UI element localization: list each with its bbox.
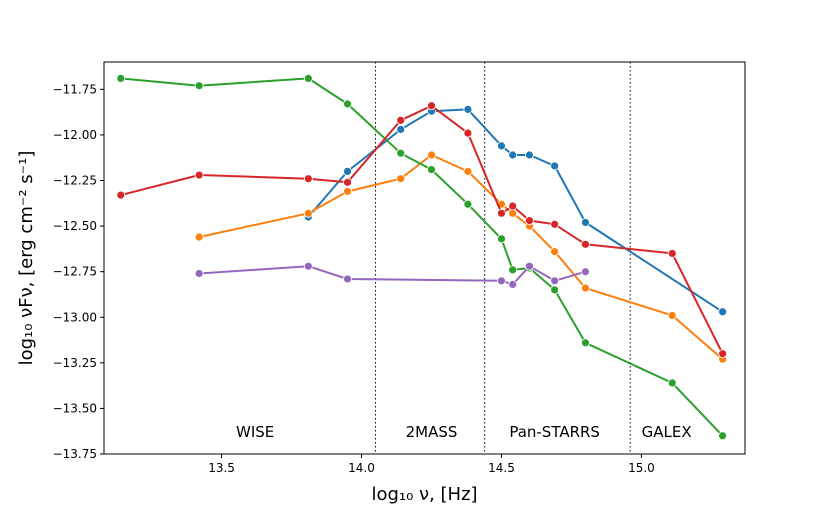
series-layer xyxy=(116,74,728,441)
data-point xyxy=(343,187,352,196)
data-point xyxy=(508,280,518,289)
data-point xyxy=(581,283,590,293)
data-point xyxy=(718,431,728,441)
series-line xyxy=(199,265,586,286)
data-point xyxy=(581,218,590,227)
x-tick-label: 13.5 xyxy=(208,461,235,475)
x-tick-label: 14.0 xyxy=(348,461,375,475)
data-point xyxy=(581,239,590,249)
data-point xyxy=(581,338,590,348)
data-point xyxy=(194,170,204,180)
data-point xyxy=(463,199,473,209)
y-tick-label: −12.25 xyxy=(53,174,97,188)
data-point xyxy=(497,276,506,286)
data-point xyxy=(581,267,590,277)
y-tick-label: −13.00 xyxy=(53,310,97,324)
band-labels: WISE 2MASS Pan-STARRS GALEX xyxy=(236,423,692,441)
data-point xyxy=(525,261,534,271)
y-tick-label: −13.75 xyxy=(53,447,97,461)
data-point xyxy=(550,161,560,171)
data-point xyxy=(550,285,560,295)
data-point xyxy=(396,148,406,158)
data-point xyxy=(343,166,352,176)
data-point xyxy=(508,150,518,160)
y-tick-label: −12.75 xyxy=(53,265,97,279)
data-point xyxy=(667,249,677,258)
data-point xyxy=(667,311,677,320)
data-point xyxy=(463,105,473,114)
series-3 xyxy=(116,101,728,359)
data-point xyxy=(194,269,204,278)
data-point xyxy=(550,219,560,229)
y-tick-label: −12.50 xyxy=(53,219,97,233)
series-4 xyxy=(194,261,590,289)
y-axis-label: log₁₀ νFν, [erg cm⁻² s⁻¹] xyxy=(16,151,37,366)
y-tick-label: −13.25 xyxy=(53,356,97,370)
data-point xyxy=(463,128,473,138)
data-point xyxy=(116,74,126,83)
data-point xyxy=(396,174,406,184)
band-label-2: Pan-STARRS xyxy=(509,423,600,441)
plot-background xyxy=(104,62,745,454)
x-tick-label: 14.5 xyxy=(488,461,515,475)
x-tick-label: 15.0 xyxy=(628,461,655,475)
data-point xyxy=(525,216,534,226)
series-line xyxy=(120,77,724,437)
data-point xyxy=(303,174,313,184)
data-point xyxy=(343,99,352,109)
data-point xyxy=(718,349,728,359)
data-point xyxy=(550,276,560,286)
data-point xyxy=(463,166,473,176)
data-point xyxy=(508,208,518,218)
band-label-3: GALEX xyxy=(642,423,692,441)
data-point xyxy=(396,115,406,125)
band-label-1: 2MASS xyxy=(406,423,458,441)
data-point xyxy=(497,208,506,218)
data-point xyxy=(550,247,560,257)
data-point xyxy=(343,177,352,187)
data-point xyxy=(343,274,352,284)
series-line xyxy=(120,104,724,355)
series-1 xyxy=(194,150,728,364)
data-point xyxy=(194,232,204,242)
data-point xyxy=(427,101,436,111)
data-point xyxy=(116,190,126,200)
data-point xyxy=(718,307,728,317)
data-point xyxy=(303,208,313,218)
plot-frame xyxy=(103,61,746,455)
plot-area xyxy=(104,62,745,454)
y-tick-label: −12.00 xyxy=(53,128,97,142)
data-point xyxy=(194,81,204,91)
y-tick-label: −13.50 xyxy=(53,401,97,415)
data-point xyxy=(525,150,534,160)
data-point xyxy=(303,261,313,271)
band-label-0: WISE xyxy=(236,423,274,441)
axes: 13.5 14.0 14.5 15.0 −11.75 −12.00 −12.25 −12.50… xyxy=(16,61,746,505)
data-point xyxy=(497,141,506,151)
data-point xyxy=(667,378,677,388)
data-point xyxy=(303,74,313,83)
data-point xyxy=(508,265,518,275)
data-point xyxy=(497,234,506,244)
data-point xyxy=(427,165,436,174)
y-tick-label: −11.75 xyxy=(53,82,97,96)
x-axis-label: log₁₀ ν, [Hz] xyxy=(371,484,477,505)
data-point xyxy=(396,125,406,134)
data-point xyxy=(508,201,518,211)
data-point xyxy=(427,150,436,160)
